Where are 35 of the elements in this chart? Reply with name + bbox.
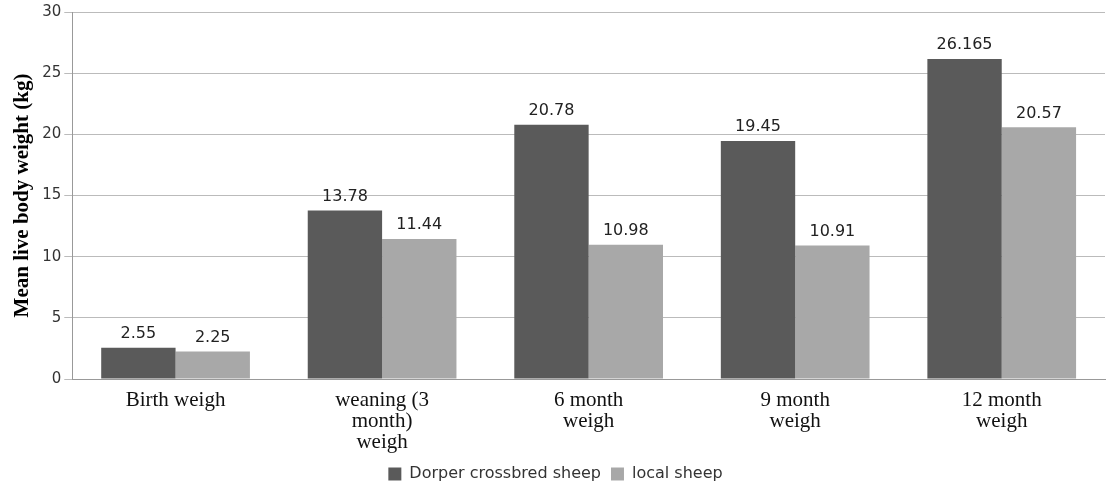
bar: [307, 210, 383, 379]
data-label: 26.165: [936, 34, 993, 54]
bar: [101, 347, 176, 379]
data-label: 2.55: [120, 322, 157, 342]
x-tick-label: Birth weigh: [125, 387, 226, 412]
legend-label: Dorper crossbred sheep: [409, 463, 601, 483]
bar: [382, 239, 457, 379]
data-label: 2.25: [194, 326, 231, 346]
data-label: 11.44: [396, 214, 443, 234]
y-tick-label: 20: [42, 124, 62, 143]
bar: [795, 245, 870, 379]
x-tick-label: 6 month weigh: [553, 387, 624, 433]
y-tick-label: 5: [51, 307, 62, 326]
y-tick-label: 0: [51, 368, 62, 387]
y-tick-label: 10: [42, 246, 62, 265]
x-tick-label: weaning (3 month) weigh: [335, 387, 430, 454]
bar: [514, 124, 589, 379]
y-tick-label: 25: [42, 63, 62, 82]
x-tick-label: 12 month weigh: [961, 387, 1043, 433]
bar: [927, 58, 1002, 379]
y-tick-label: 15: [42, 185, 62, 204]
data-label: 10.91: [809, 220, 856, 240]
bar: [175, 351, 250, 379]
bar: [588, 244, 663, 379]
data-label: 10.98: [602, 219, 649, 239]
y-tick-label: 30: [42, 1, 62, 20]
y-axis-title: Mean live body weight (kg): [9, 73, 34, 318]
data-label: 19.45: [735, 116, 781, 136]
data-label: 20.78: [528, 99, 575, 119]
legend-label: local sheep: [631, 463, 723, 483]
bar: [720, 141, 796, 379]
x-tick-label: 9 month weigh: [760, 387, 831, 433]
data-label: 13.78: [322, 185, 368, 205]
data-label: 20.57: [1016, 102, 1062, 122]
bar: [1001, 127, 1077, 379]
